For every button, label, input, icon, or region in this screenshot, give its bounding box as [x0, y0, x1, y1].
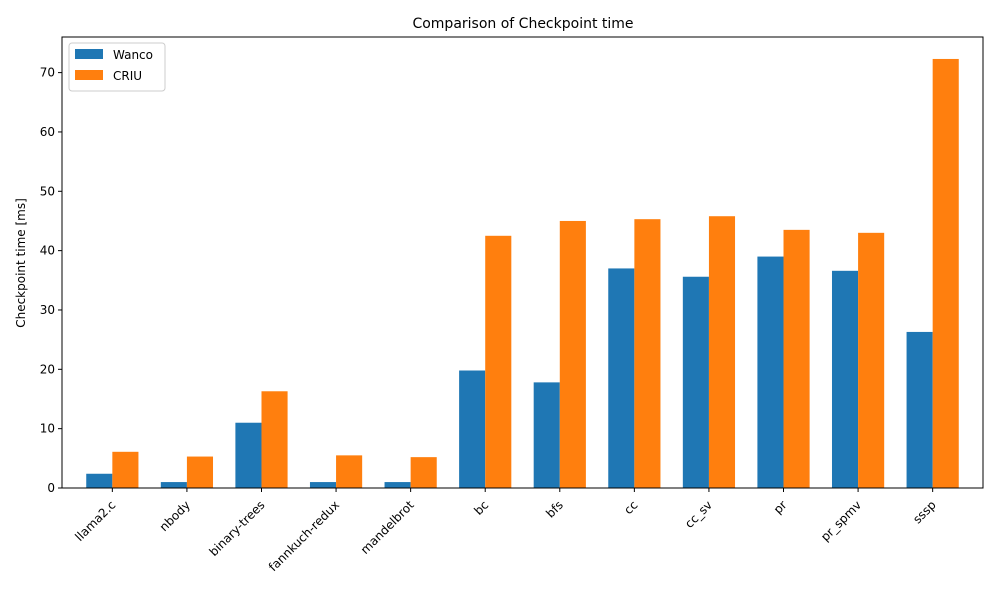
bar-wanco-mandelbrot [384, 482, 411, 488]
legend: Wanco CRIU [68, 42, 166, 92]
bar-wanco-nbody [160, 482, 187, 488]
bar-criu-bc [485, 235, 512, 488]
bar-criu-pr_spmv [858, 232, 885, 488]
y-tick-label: 60 [40, 125, 55, 139]
plot-frame [61, 36, 984, 489]
bar-wanco-bc [459, 370, 486, 488]
y-tick-label: 40 [40, 244, 55, 258]
x-tick-label: bfs [543, 498, 566, 521]
bar-criu-fannkuch-redux [336, 455, 363, 488]
bar-wanco-pr [757, 256, 784, 488]
bar-wanco-bfs [533, 382, 560, 488]
x-tick-label: bc [471, 498, 491, 518]
bar-criu-cc_sv [708, 216, 736, 488]
x-tick-label: pr_spmv [818, 498, 864, 544]
bar-wanco-pr_spmv [831, 270, 859, 488]
y-tick-label: 10 [40, 422, 55, 436]
bar-wanco-sssp [906, 331, 933, 488]
bar-criu-cc [634, 219, 661, 488]
y-tick-label: 20 [40, 362, 55, 376]
x-tick-label: llama2.c [72, 498, 118, 544]
bar-wanco-cc [608, 268, 635, 488]
legend-swatch-criu [75, 70, 103, 80]
legend-swatch-wanco [75, 49, 103, 59]
x-tick-label: cc [621, 498, 640, 517]
legend-label-criu: CRIU [113, 69, 142, 83]
legend-label-wanco: Wanco [113, 48, 153, 62]
y-tick-label: 30 [40, 303, 55, 317]
y-tick-label: 0 [47, 481, 55, 495]
x-tick-label: binary-trees [206, 498, 267, 559]
x-tick-label: sssp [910, 498, 939, 527]
bar-criu-mandelbrot [410, 457, 437, 488]
x-tick-label: pr [771, 498, 790, 517]
bar-wanco-fannkuch-redux [309, 482, 337, 488]
x-tick-label: mandelbrot [358, 498, 417, 557]
y-axis-label: Checkpoint time [ms] [14, 198, 28, 328]
y-tick-label: 70 [40, 66, 55, 80]
bar-criu-sssp [932, 58, 959, 489]
bar-criu-bfs [559, 220, 586, 489]
x-tick-label: nbody [157, 498, 193, 534]
x-tick-label: cc_sv [682, 498, 715, 531]
chart-title: Comparison of Checkpoint time [412, 16, 633, 32]
x-tick-label: fannkuch-redux [266, 498, 342, 574]
y-tick-label: 50 [40, 184, 55, 198]
plot-area [86, 58, 959, 489]
bar-wanco-cc_sv [682, 276, 709, 488]
bar-criu-binary-trees [261, 391, 288, 488]
bar-criu-nbody [186, 456, 214, 488]
bar-criu-pr [783, 229, 810, 488]
y-axis: 0 10 20 30 40 50 60 70 [40, 66, 62, 495]
bar-criu-llama2.c [112, 451, 139, 488]
bar-wanco-llama2.c [86, 473, 113, 488]
bar-wanco-binary-trees [235, 422, 262, 488]
